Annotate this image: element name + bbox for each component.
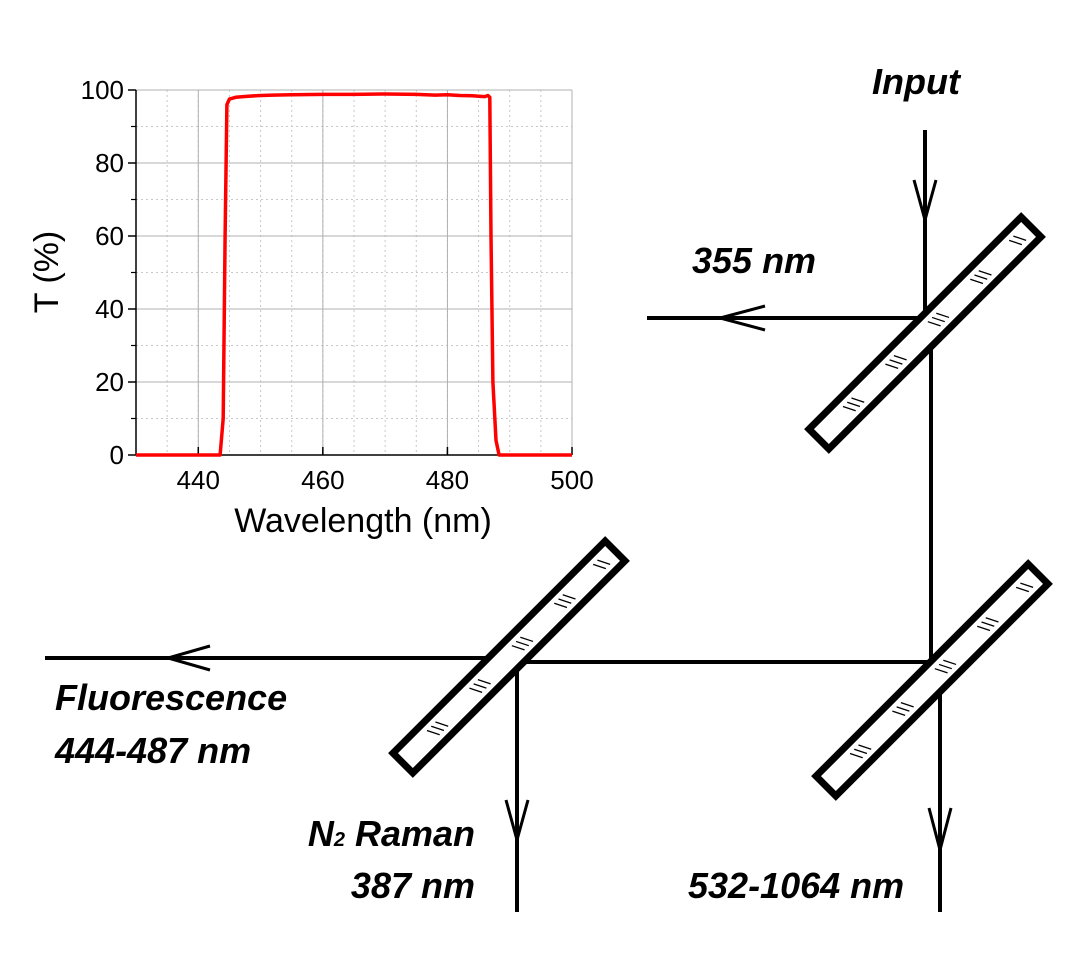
chart-series [136,92,572,457]
y-tick-label: 60 [95,221,124,251]
fluorescence-arrow-icon [162,644,211,672]
dichroic-mirror-1 [804,212,1046,454]
arrowheads [162,179,953,856]
raman-prefix: N [308,813,335,854]
raman-arrow-icon [504,799,530,846]
fluorescence-label: Fluorescence [55,677,287,718]
y-tick-label: 40 [95,294,124,324]
ir-label: 532-1064 nm [688,865,904,906]
uv-arrow-icon [714,304,766,332]
x-tick-label: 500 [550,465,593,495]
y-tick-label: 80 [95,148,124,178]
transmission-series-line [136,92,572,457]
x-axis-label: Wavelength (nm) [234,502,492,540]
y-tick-label: 100 [81,75,124,105]
y-tick-label: 0 [110,440,124,470]
transmission-chart: 440 460 480 500 0 20 40 60 80 100 Wavelength (nm)… [28,75,594,540]
input-arrow-icon [912,179,938,226]
beam-paths [45,130,942,912]
y-tick-label: 20 [95,367,124,397]
dichroic-mirror-3 [388,536,630,778]
dichroic-mirror-2 [811,559,1053,801]
x-tick-label: 440 [177,465,220,495]
ir-arrow-icon [927,807,953,856]
chart-grid [136,89,573,455]
chart-ticks: 440 460 480 500 0 20 40 60 80 100 [81,75,594,495]
input-label: Input [872,61,962,102]
raman-subscript: 2 [333,829,345,851]
x-tick-label: 460 [301,465,344,495]
uv-label: 355 nm [692,240,816,281]
x-tick-label: 480 [426,465,469,495]
fluorescence-range-label: 444-487 nm [54,730,251,771]
raman-wavelength-label: 387 nm [351,865,475,906]
y-axis-label: T (%) [28,231,66,313]
raman-suffix: Raman [345,813,475,854]
raman-label: N2 Raman [308,813,475,854]
